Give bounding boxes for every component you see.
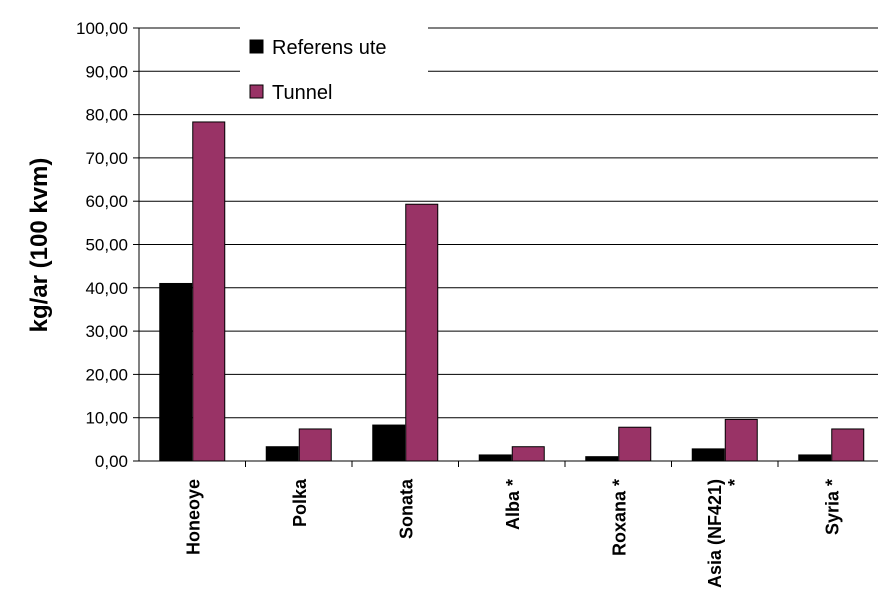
legend: Referens ute Tunnel — [240, 24, 428, 106]
y-tick-label: 80,00 — [85, 106, 128, 125]
x-category-label: Polka — [290, 478, 310, 527]
bar-tunnel — [618, 426, 652, 462]
x-category-label: Asia (NF421)* — [705, 479, 745, 588]
legend-background — [240, 24, 428, 106]
x-category-label: Roxana * — [609, 479, 629, 556]
legend-label-referens-ute: Referens ute — [272, 37, 387, 59]
x-category-label: Alba * — [503, 479, 523, 530]
y-tick-label: 60,00 — [85, 192, 128, 211]
legend-swatch-tunnel — [249, 84, 264, 99]
bar-referens-ute — [691, 448, 725, 462]
y-tick-label: 70,00 — [85, 149, 128, 168]
y-axis-label: kg/ar (100 kvm) — [26, 158, 53, 333]
y-tick-label: 10,00 — [85, 409, 128, 428]
x-category-label: Sonata — [396, 478, 416, 539]
y-tick-label: 100,00 — [76, 19, 128, 38]
bar-tunnel — [831, 428, 865, 462]
x-category-label: Syria * — [822, 479, 842, 535]
y-tick-label: 90,00 — [85, 62, 128, 81]
bar-referens-ute — [159, 282, 193, 462]
bar-referens-ute — [478, 454, 512, 462]
bar-tunnel — [724, 418, 758, 462]
y-tick-label: 40,00 — [85, 279, 128, 298]
bar-referens-ute — [798, 454, 832, 462]
bar-referens-ute — [372, 424, 406, 462]
bar-tunnel — [298, 428, 332, 462]
bars — [159, 121, 865, 462]
axes — [133, 27, 878, 467]
legend-label-tunnel: Tunnel — [272, 82, 332, 104]
bar-referens-ute — [585, 456, 619, 462]
bar-referens-ute — [265, 446, 299, 462]
bar-tunnel — [192, 121, 226, 462]
legend-swatch-referens-ute — [249, 39, 264, 54]
y-tick-label: 30,00 — [85, 322, 128, 341]
bar-tunnel — [511, 446, 545, 462]
x-category-label: Honeoye — [183, 479, 203, 555]
y-tick-label: 50,00 — [85, 236, 128, 255]
gridlines — [139, 27, 878, 419]
x-category-labels: Honeoye Polka Sonata Alba * Roxana * Asia (NF… — [183, 478, 842, 588]
y-tick-label: 0,00 — [95, 452, 128, 471]
y-tick-labels: 0,00 10,00 20,00 30,00 40,00 50,00 60,00 70,00 8… — [76, 19, 128, 471]
y-tick-label: 20,00 — [85, 365, 128, 384]
bar-tunnel — [405, 203, 439, 462]
